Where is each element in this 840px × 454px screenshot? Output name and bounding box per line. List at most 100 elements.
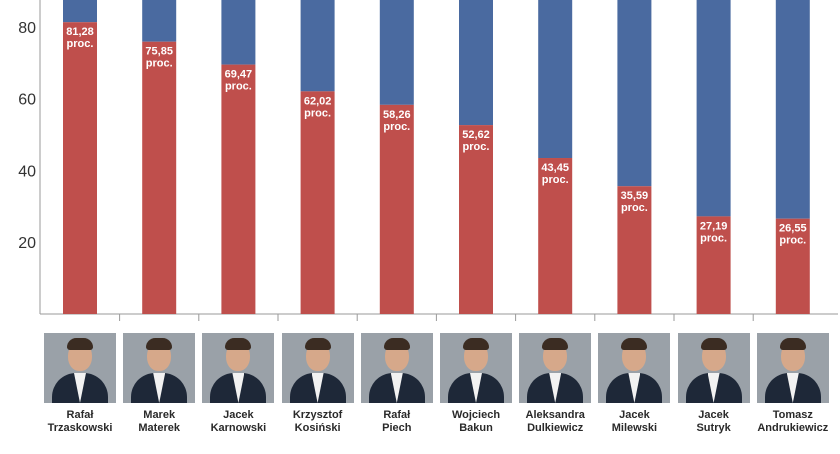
candidate-portrait-icon <box>677 333 750 403</box>
candidate-last-name: Karnowski <box>210 422 267 434</box>
candidate-name: Aleksandra Dulkiewicz <box>526 409 585 435</box>
candidate-card: Jacek Sutryk <box>677 333 750 435</box>
bar-segment-against <box>696 0 731 217</box>
candidate-last-name: Dulkiewicz <box>527 422 584 434</box>
bar-unit-label: proc. <box>700 232 727 244</box>
bar-unit-label: proc. <box>383 121 410 133</box>
bar-value-label: 81,28 <box>66 26 94 38</box>
candidate-name: Krzysztof Kosiński <box>293 409 343 435</box>
candidate-first-name: Jacek <box>223 409 254 421</box>
candidate-name: Rafał Piech <box>382 409 411 435</box>
candidate-first-name: Tomasz <box>772 409 813 421</box>
y-tick-label: 20 <box>18 235 36 252</box>
bar-segment-against <box>379 0 414 105</box>
candidate-card: Jacek Milewski <box>598 333 671 435</box>
candidate-portrait-icon <box>440 333 512 403</box>
candidate-name: Marek Materek <box>138 409 180 435</box>
bar-segment-for <box>221 64 256 315</box>
bar-segment-against <box>63 0 97 23</box>
candidate-portrait-icon <box>519 333 592 403</box>
bar-segment-for <box>617 186 652 314</box>
bar-unit-label: proc. <box>463 141 490 153</box>
y-tick-label: 80 <box>18 20 36 37</box>
candidate-first-name: Rafał <box>66 409 94 421</box>
candidate-first-name: Wojciech <box>451 409 501 421</box>
candidate-card: Marek Materek <box>123 333 196 435</box>
candidate-first-name: Marek <box>143 409 176 421</box>
bar-segment-against <box>221 0 256 65</box>
candidate-last-name: Kosiński <box>294 422 341 434</box>
portrait-hair <box>67 338 93 350</box>
candidate-last-name: Materek <box>138 422 180 434</box>
candidate-last-name: Sutryk <box>696 422 731 434</box>
candidate-card: Rafał Piech <box>360 333 433 435</box>
bar-unit-label: proc. <box>621 202 648 214</box>
candidate-portrait-icon <box>123 333 196 403</box>
candidate-first-name: Aleksandra <box>525 409 585 421</box>
bar-value-label: 62,02 <box>304 95 332 107</box>
y-tick-label: 40 <box>18 163 36 180</box>
candidate-name: Wojciech Bakun <box>452 409 500 435</box>
bar-segment-for <box>63 22 97 314</box>
bar-segment-against <box>300 0 335 92</box>
candidate-portrait-icon <box>44 333 116 403</box>
bar-unit-label: proc. <box>304 107 331 119</box>
candidate-portrait-icon <box>360 333 433 403</box>
portrait-hair <box>621 338 648 350</box>
candidate-name: Jacek Sutryk <box>696 409 730 435</box>
bar-unit-label: proc. <box>146 58 173 70</box>
candidate-portrait-icon <box>281 333 354 403</box>
candidate-card: Krzysztof Kosiński <box>281 333 354 435</box>
bar-segment-against <box>617 0 652 187</box>
bar-segment-against <box>538 0 573 159</box>
candidate-card: Wojciech Bakun <box>440 333 512 435</box>
portrait-hair <box>383 338 410 350</box>
bar-segment-for <box>775 218 810 314</box>
candidate-portrait-icon <box>598 333 671 403</box>
bar-value-label: 27,19 <box>700 220 728 232</box>
candidate-portrait-icon <box>756 333 829 403</box>
candidate-name: Jacek Milewski <box>612 409 657 435</box>
bar-segment-for <box>696 216 731 314</box>
bar-segment-against <box>775 0 810 219</box>
portrait-hair <box>779 338 806 350</box>
candidate-name: Rafał Trzaskowski <box>48 409 113 435</box>
bar-unit-label: proc. <box>542 174 569 186</box>
candidate-last-name: Bakun <box>459 422 493 434</box>
portrait-hair <box>463 338 489 350</box>
bar-unit-label: proc. <box>67 38 94 50</box>
bar-value-label: 58,26 <box>383 109 411 121</box>
candidate-name: Jacek Karnowski <box>211 409 267 435</box>
bar-value-label: 26,55 <box>779 223 807 235</box>
candidate-card: Rafał Trzaskowski <box>44 333 116 435</box>
candidate-card: Tomasz Andrukiewicz <box>756 333 829 435</box>
candidate-last-name: Piech <box>382 422 412 434</box>
bar-segment-for <box>379 104 414 314</box>
bar-segment-for <box>142 41 177 315</box>
candidate-first-name: Rafał <box>383 409 411 421</box>
candidate-first-name: Jacek <box>698 409 729 421</box>
portrait-hair <box>542 338 569 350</box>
bar-value-label: 35,59 <box>621 190 649 202</box>
bar-segment-for <box>300 91 335 314</box>
candidate-portrait-icon <box>202 333 275 403</box>
candidate-first-name: Krzysztof <box>292 409 343 421</box>
bar-value-label: 52,62 <box>462 129 490 141</box>
candidate-last-name: Milewski <box>611 422 658 434</box>
candidate-last-name: Trzaskowski <box>47 422 113 434</box>
y-tick-label: 60 <box>18 92 36 109</box>
portrait-hair <box>146 338 173 350</box>
bar-value-label: 75,85 <box>145 46 173 58</box>
bar-segment-against <box>459 0 493 126</box>
portrait-hair <box>225 338 252 350</box>
bar-segment-for <box>459 125 493 314</box>
bar-segment-against <box>142 0 177 42</box>
bar-unit-label: proc. <box>779 235 806 247</box>
portrait-hair <box>700 338 727 350</box>
bar-segment-for <box>538 158 573 314</box>
bar-value-label: 69,47 <box>225 69 253 81</box>
candidate-card: Jacek Karnowski <box>202 333 275 435</box>
bar-value-label: 43,45 <box>541 162 569 174</box>
bar-unit-label: proc. <box>225 81 252 93</box>
